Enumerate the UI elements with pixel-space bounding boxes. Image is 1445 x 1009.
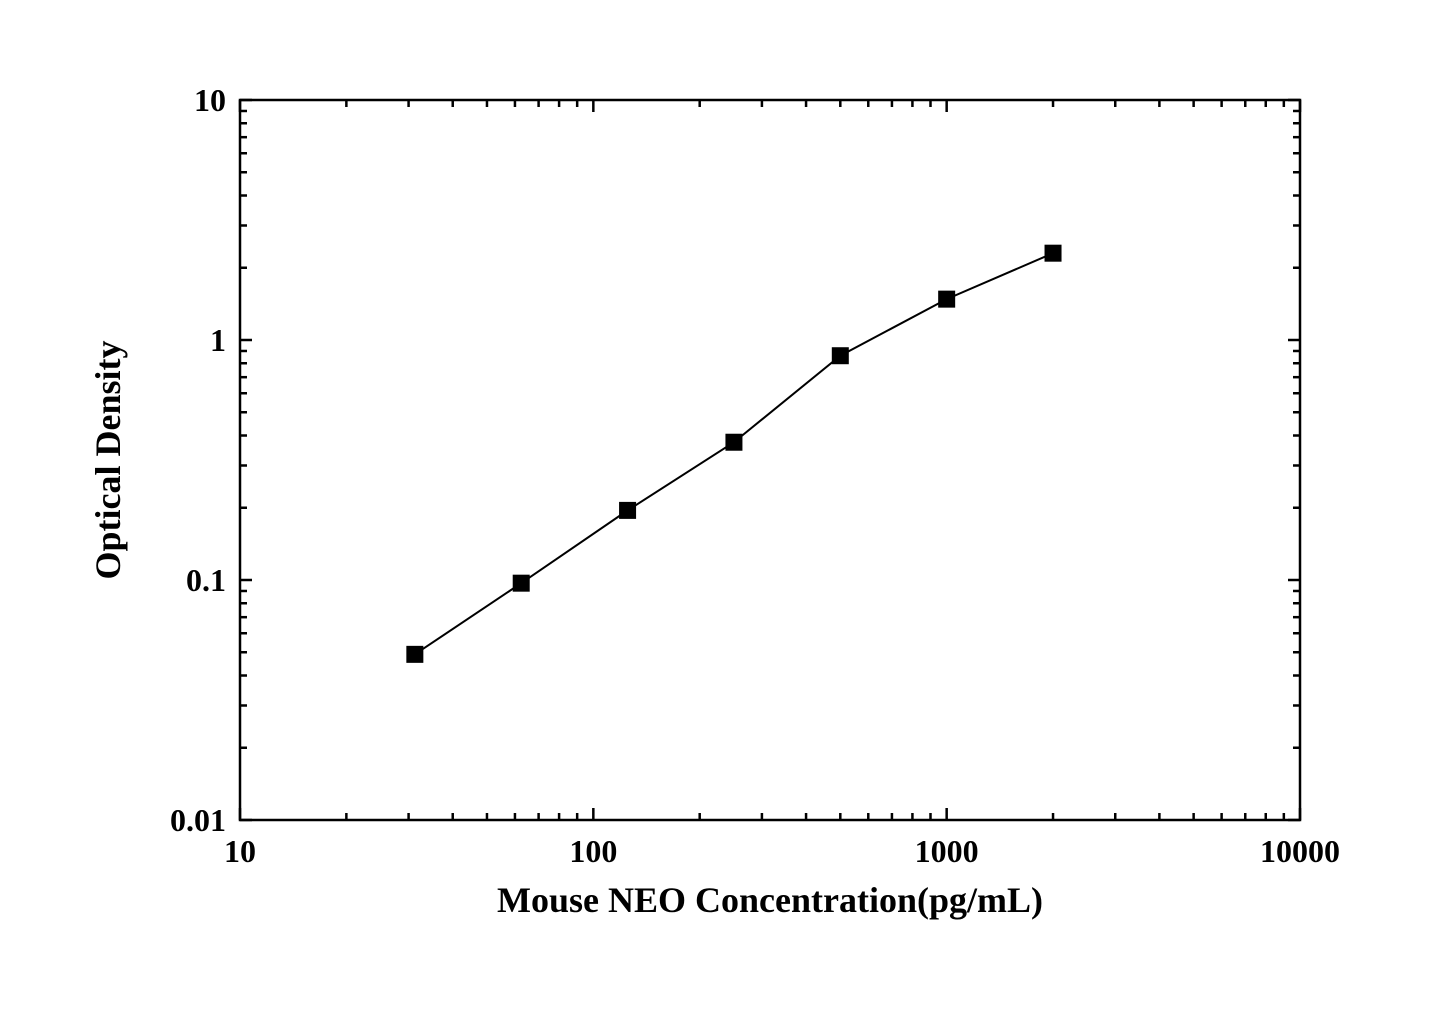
y-tick-label: 0.1 (186, 562, 226, 598)
y-tick-label: 1 (210, 322, 226, 358)
data-marker (726, 434, 742, 450)
y-tick-label: 0.01 (170, 802, 226, 838)
x-axis-label: Mouse NEO Concentration(pg/mL) (497, 880, 1043, 920)
chart-svg: 10 100 1000 10000 0.01 0.1 1 10 Mouse NEO Concen… (0, 0, 1445, 1009)
chart-container: 10 100 1000 10000 0.01 0.1 1 10 Mouse NEO Concen… (0, 0, 1445, 1009)
data-marker (832, 348, 848, 364)
x-tick-label: 10 (224, 833, 256, 869)
data-marker (939, 291, 955, 307)
data-marker (620, 502, 636, 518)
x-tick-label: 1000 (915, 833, 979, 869)
data-marker (513, 575, 529, 591)
y-tick-label: 10 (194, 82, 226, 118)
data-marker (1045, 245, 1061, 261)
data-marker (407, 646, 423, 662)
x-tick-label: 10000 (1260, 833, 1340, 869)
y-axis-label: Optical Density (88, 341, 128, 580)
x-tick-label: 100 (569, 833, 617, 869)
